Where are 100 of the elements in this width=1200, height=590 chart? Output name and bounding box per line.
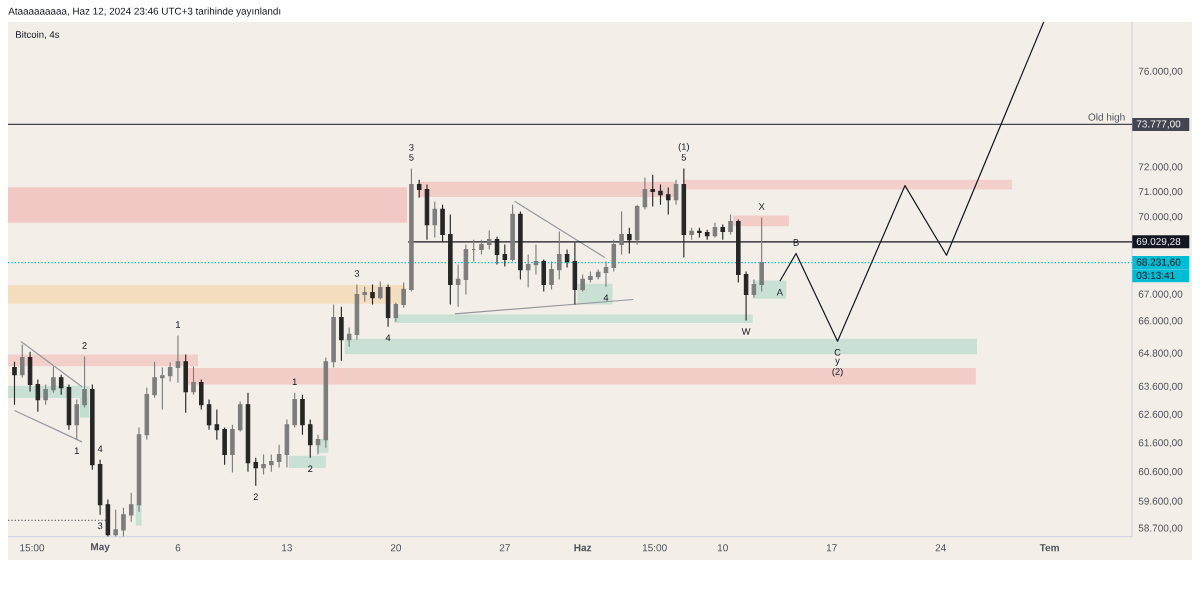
candlestick xyxy=(43,383,48,406)
candlestick xyxy=(385,283,391,328)
candlestick xyxy=(627,227,632,255)
candlestick xyxy=(471,239,476,263)
candlestick xyxy=(144,387,150,441)
candlestick xyxy=(284,419,290,469)
candlestick xyxy=(525,253,531,289)
candlestick xyxy=(191,366,196,396)
annotation: C xyxy=(834,348,841,356)
candlestick xyxy=(74,399,80,441)
candlestick xyxy=(58,374,64,396)
candlestick xyxy=(479,239,484,256)
candlestick xyxy=(370,283,375,306)
annotation: 1 xyxy=(176,321,181,328)
y-tick-label: 64.800,00 xyxy=(1138,349,1183,358)
candlestick xyxy=(595,269,601,280)
candlestick xyxy=(580,273,585,293)
candlestick xyxy=(665,186,671,215)
annotation: 5 xyxy=(681,154,687,161)
candlestick xyxy=(751,278,757,299)
text: Bitcoin, 4s xyxy=(16,30,60,40)
candlestick xyxy=(346,326,352,348)
candlestick xyxy=(253,457,259,487)
candlestick xyxy=(720,224,726,241)
y-tick-label: 68.231,60 xyxy=(1136,258,1181,267)
y-tick-label: 63.600,00 xyxy=(1138,382,1183,391)
annotation: W xyxy=(741,328,751,335)
candlestick xyxy=(486,229,492,251)
annotation: 2 xyxy=(253,493,258,500)
candlestick xyxy=(378,280,383,301)
y-tick-label: 67.000,00 xyxy=(1138,290,1183,299)
annotation: 3 xyxy=(409,144,414,151)
candlestick xyxy=(603,261,609,288)
candlestick xyxy=(743,270,749,322)
candlestick xyxy=(90,383,95,471)
x-tick-label: Tem xyxy=(1039,544,1059,552)
y-tick-label: 61.600,00 xyxy=(1138,439,1183,448)
candlestick xyxy=(393,302,399,323)
candlestick xyxy=(642,177,648,210)
candlestick xyxy=(549,261,554,290)
x-tick-label: 15:00 xyxy=(642,544,667,552)
x-tick-label: 13 xyxy=(282,544,293,552)
candlestick xyxy=(230,424,235,474)
y-tick-label: 62.600,00 xyxy=(1138,410,1183,419)
candlestick xyxy=(712,222,718,239)
candlestick xyxy=(424,183,430,241)
x-tick-label: 10 xyxy=(717,544,728,552)
candlestick xyxy=(113,509,118,537)
annotation: 4 xyxy=(97,445,103,452)
candlestick xyxy=(588,270,593,284)
annotation: 5 xyxy=(409,154,414,161)
y-tick-label: 71.000,00 xyxy=(1138,188,1183,197)
candlestick xyxy=(339,306,344,362)
candlestick xyxy=(494,236,500,266)
candlestick xyxy=(557,230,562,280)
candlestick xyxy=(276,444,282,469)
x-tick-label: 24 xyxy=(935,544,946,552)
annotation: 2 xyxy=(308,465,313,473)
candlestick xyxy=(51,366,56,394)
x-tick-label: 6 xyxy=(175,544,181,552)
candlestick xyxy=(401,282,406,309)
candlestick xyxy=(307,419,313,459)
annotation: 2 xyxy=(82,342,87,349)
y-tick-label: 58.700,00 xyxy=(1138,524,1183,533)
annotation: y xyxy=(835,358,840,366)
text: Ataaaaaaaaa, Haz 12, 2024 23:46 UTC+3 tarihinde yayınlandı xyxy=(8,7,281,17)
y-tick-label: 59.600,00 xyxy=(1138,497,1183,506)
candlestick xyxy=(35,379,41,413)
y-tick-label: 72.000,00 xyxy=(1138,163,1183,172)
annotation: 1 xyxy=(74,447,79,454)
candlestick xyxy=(269,453,274,473)
candlestick xyxy=(222,427,227,466)
annotation: 1 xyxy=(292,378,297,385)
candlestick xyxy=(237,401,243,433)
candlestick xyxy=(455,264,461,308)
candlestick xyxy=(658,183,663,206)
candlestick xyxy=(689,227,694,241)
candlestick xyxy=(448,213,453,306)
y-tick-label: 69.029,28 xyxy=(1136,237,1181,247)
annotation: 3 xyxy=(354,270,360,277)
candlestick xyxy=(697,227,702,239)
candlestick xyxy=(440,204,445,243)
candlestick xyxy=(121,507,126,537)
ref-line-label: Old high xyxy=(1088,113,1125,123)
y-tick-label: 73.777,00 xyxy=(1136,120,1181,129)
candlestick xyxy=(362,286,368,303)
y-tick-label: 70.000,00 xyxy=(1138,213,1183,222)
candlestick xyxy=(510,204,515,263)
candlestick xyxy=(673,179,679,206)
candlestick xyxy=(292,392,297,429)
candlestick xyxy=(214,408,220,441)
candlestick xyxy=(199,379,204,411)
candlestick xyxy=(206,399,212,431)
candlestick xyxy=(564,248,570,269)
y-tick-label: 60.600,00 xyxy=(1138,468,1183,477)
candlestick xyxy=(533,243,539,276)
candlestick xyxy=(12,361,17,406)
candlestick xyxy=(416,179,422,199)
candlestick xyxy=(300,394,305,436)
candlestick xyxy=(152,361,157,399)
